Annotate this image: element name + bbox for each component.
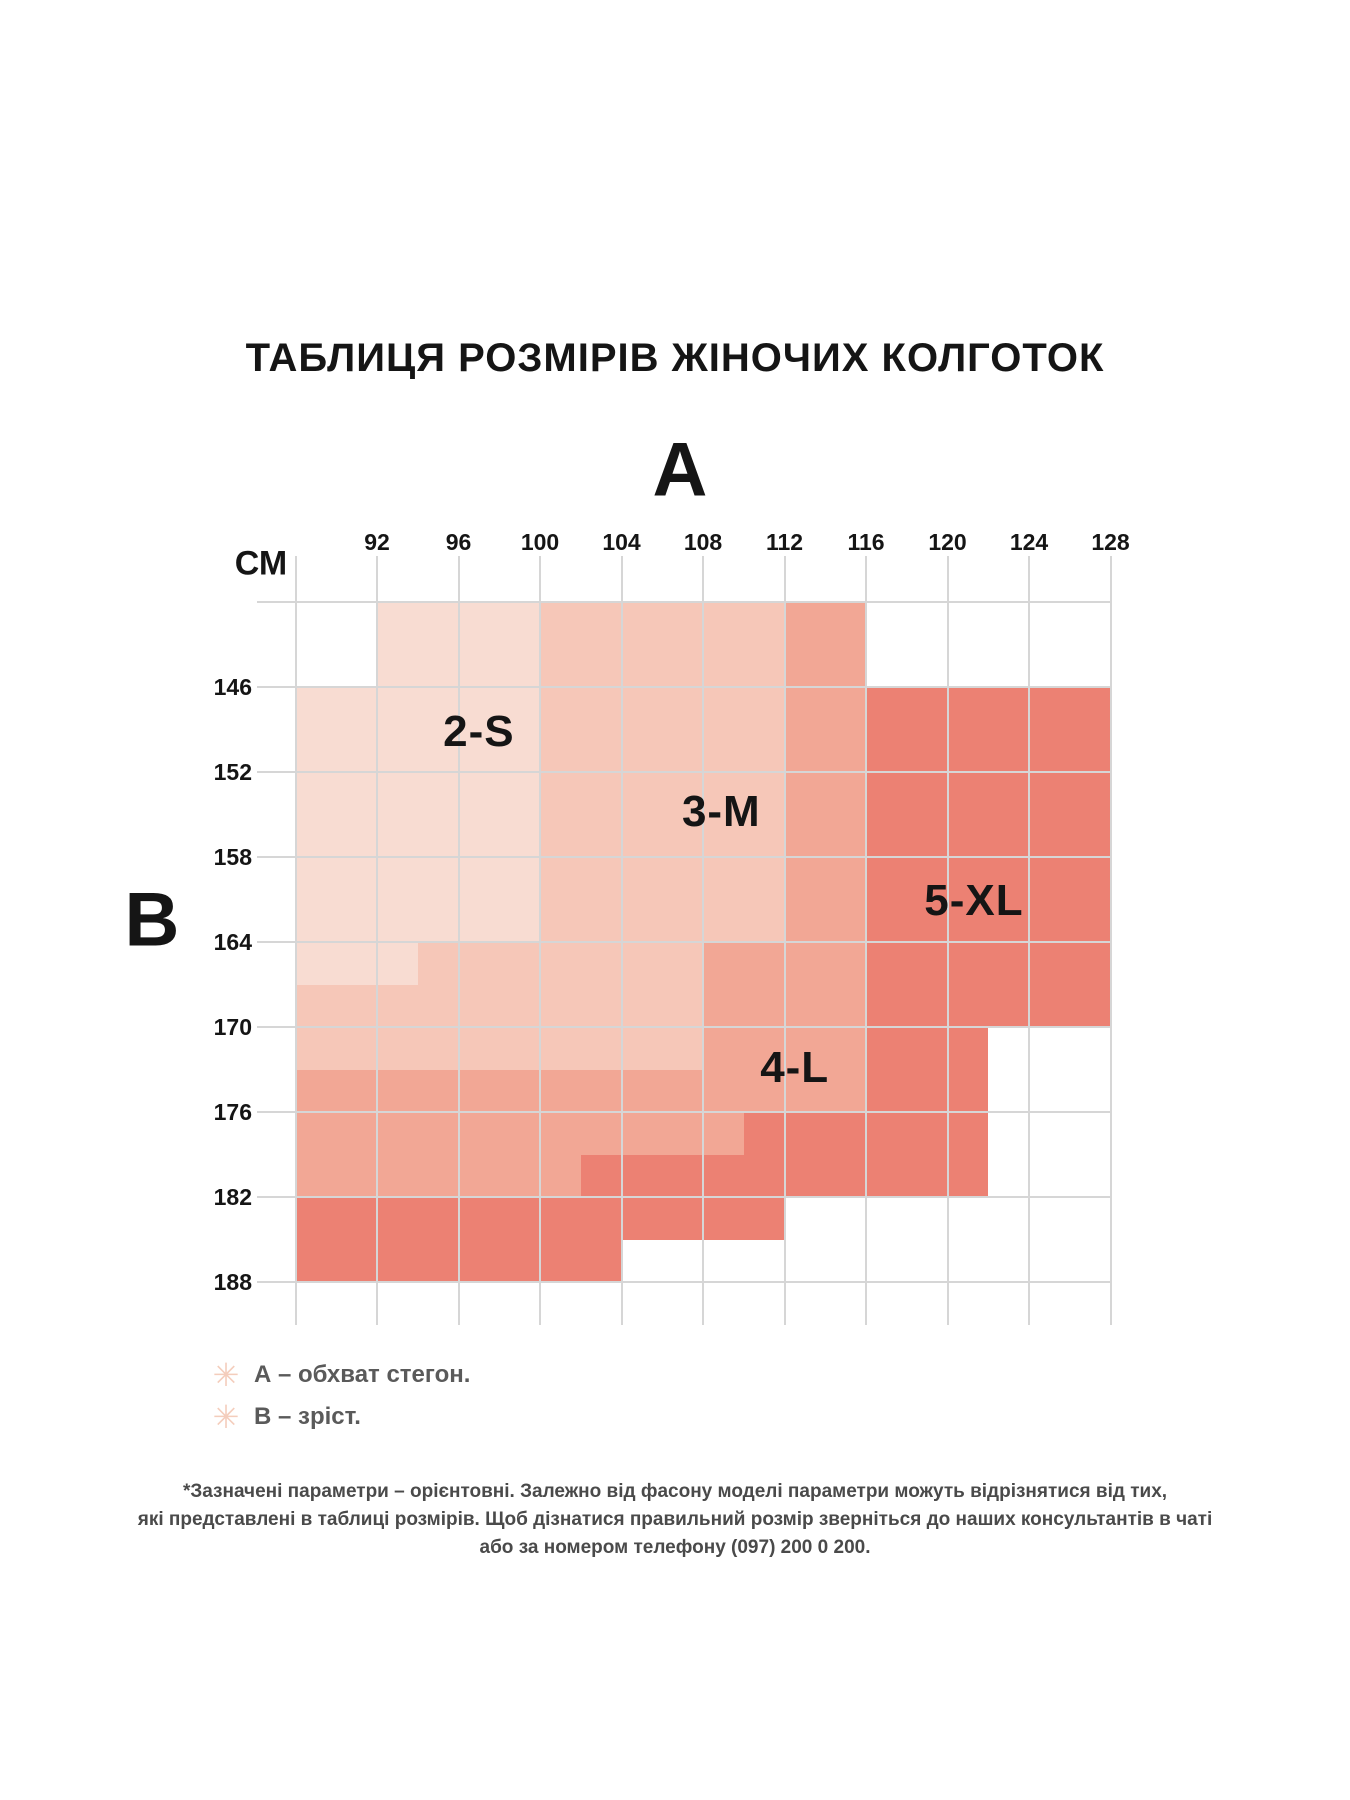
legend-item-a: ✳ А – обхват стегон.: [208, 1357, 471, 1393]
x-tick-label: 112: [765, 529, 804, 555]
grid-line-vertical: [539, 556, 541, 1325]
grid-line-vertical: [376, 556, 378, 1325]
footnote-line: *Зазначені параметри – орієнтовні. Залеж…: [182, 1481, 1168, 1502]
grid-line-vertical: [294, 556, 297, 1325]
footnote: *Зазначені параметри – орієнтовні. Залеж…: [0, 1478, 1350, 1562]
x-tick-label: 104: [602, 529, 641, 555]
size-label-2-s: 2-S: [443, 707, 515, 757]
size-region-3-m: [295, 984, 418, 1027]
size-grid-chart: 92 96 100 104 108 112 116 120 124 128 146 152 158 164…: [213, 529, 1130, 1325]
size-label-3-m: 3-M: [681, 786, 761, 836]
legend: ✳ А – обхват стегон. ✳ В – зріст.: [208, 1357, 471, 1442]
grid-line-vertical: [1028, 556, 1030, 1325]
grid-line-vertical: [946, 556, 949, 1325]
y-tick-label: 182: [213, 1184, 252, 1210]
grid-line-horizontal: [257, 856, 1111, 858]
size-region-4-l: [580, 1112, 744, 1155]
x-tick-label: 92: [364, 529, 390, 555]
x-tick-label: 96: [445, 529, 472, 555]
asterisk-icon: ✳: [212, 1399, 240, 1435]
grid-line-horizontal: [257, 941, 1111, 943]
x-tick-label: 120: [928, 529, 967, 555]
y-tick-label: 176: [213, 1099, 252, 1125]
asterisk-icon: ✳: [212, 1357, 240, 1393]
x-axis-unit-label: СМ: [234, 544, 288, 583]
x-tick-label: 116: [847, 529, 885, 555]
size-region-5-xl: [743, 1112, 866, 1197]
size-region-3-m: [295, 1027, 703, 1070]
size-region-4-l: [295, 1069, 703, 1112]
legend-item-b: ✳ В – зріст.: [208, 1400, 470, 1434]
footnote-line: які представлені в таблиці розмірів. Щоб…: [137, 1509, 1213, 1530]
grid-line-horizontal: [257, 1281, 1111, 1283]
size-label-4-l: 4-L: [760, 1043, 830, 1093]
y-tick-label: 188: [213, 1269, 252, 1295]
grid-line-vertical: [620, 556, 623, 1325]
size-region-2-s: [295, 687, 540, 942]
x-tick-label: 128: [1091, 529, 1130, 555]
grid-line-horizontal: [257, 1111, 1111, 1113]
grid-line-vertical: [865, 556, 867, 1325]
y-tick-label: 158: [213, 844, 252, 870]
grid-line-horizontal: [257, 601, 1111, 603]
size-region-4-l: [295, 1112, 581, 1197]
grid-line-vertical: [783, 556, 786, 1325]
x-axis-title: А: [652, 427, 708, 513]
grid-line-horizontal: [257, 1196, 1111, 1198]
grid-line-horizontal: [257, 771, 1111, 773]
y-tick-label: 164: [213, 929, 252, 955]
size-label-5-xl: 5-XL: [924, 875, 1024, 925]
size-region-3-m: [417, 942, 703, 1027]
y-tick-label: 170: [213, 1014, 252, 1040]
grid-line-horizontal: [257, 686, 1111, 688]
x-tick-label: 108: [683, 529, 723, 555]
y-axis-title: В: [124, 877, 180, 963]
x-tick-label: 124: [1009, 529, 1049, 555]
y-tick-label: 152: [213, 759, 252, 785]
legend-item-text: А – обхват стегон.: [254, 1361, 471, 1388]
grid-line-horizontal: [257, 1026, 1111, 1028]
grid-line-vertical: [702, 556, 704, 1325]
size-region-5-xl: [580, 1154, 744, 1197]
y-tick-label: 146: [213, 674, 252, 700]
grid-line-vertical: [457, 556, 460, 1325]
size-region-2-s: [295, 942, 418, 985]
x-tick-label: 100: [520, 529, 560, 555]
page-title: ТАБЛИЦЯ РОЗМІРІВ ЖІНОЧИХ КОЛГОТОК: [245, 336, 1105, 380]
footnote-line: або за номером телефону (097) 200 0 200.: [479, 1537, 871, 1558]
legend-item-text: В – зріст.: [254, 1403, 361, 1430]
grid-line-vertical: [1109, 556, 1112, 1325]
